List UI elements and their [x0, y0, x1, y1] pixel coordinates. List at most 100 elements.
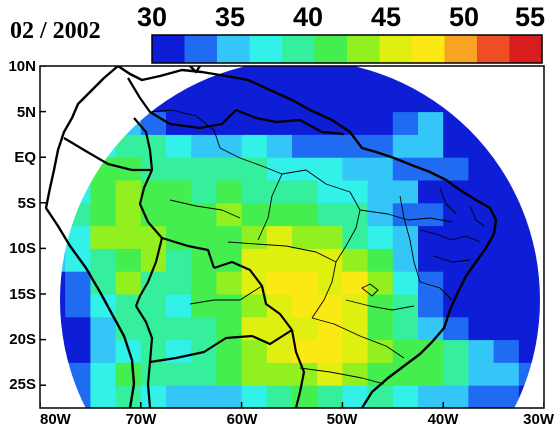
lat-label-10s: 10S	[9, 240, 36, 257]
grid-cell	[191, 88, 217, 113]
grid-cell	[60, 294, 66, 318]
grid-cell	[266, 134, 293, 158]
grid-cell	[115, 134, 142, 158]
grid-cell	[216, 362, 243, 386]
longitude-tick-marks	[40, 402, 544, 408]
grid-cell	[367, 316, 394, 341]
colorbar-swatches	[152, 35, 543, 63]
grid-cell	[292, 157, 318, 181]
border-colombia-venezuela	[127, 77, 237, 130]
grid-cell	[493, 339, 520, 363]
grid-cell	[115, 362, 142, 386]
lon-label-70w: 70W	[126, 411, 158, 428]
grid-cell	[392, 134, 419, 158]
grid-cell	[493, 362, 520, 386]
grid-cell	[418, 271, 444, 295]
grid-cell	[191, 362, 217, 386]
grid-cell	[65, 271, 91, 295]
grid-cell	[468, 225, 495, 249]
grid-cell	[140, 339, 167, 363]
grid-cell	[317, 362, 343, 386]
grid-cell	[367, 157, 394, 181]
grid-cell	[443, 339, 469, 363]
grid-cell	[216, 134, 243, 158]
grid-cell	[367, 362, 394, 386]
colorbar-tick-35: 35	[215, 2, 245, 32]
colorbar-tick-45: 45	[371, 2, 401, 32]
grid-cell	[443, 157, 469, 181]
grid-cell	[493, 316, 520, 341]
lat-label-10n: 10N	[8, 58, 36, 75]
grid-cell	[115, 180, 142, 204]
grid-cell	[115, 294, 142, 318]
grid-cell	[216, 248, 243, 272]
grid-cell	[216, 202, 243, 227]
grid-cell	[468, 157, 495, 181]
grid-cell	[90, 248, 117, 272]
grid-cell	[468, 248, 495, 272]
grid-cell	[518, 271, 540, 295]
grid-cell	[317, 248, 343, 272]
state-borders	[149, 109, 485, 385]
border-bolivia-peru	[134, 237, 164, 307]
grid-cell	[443, 316, 469, 341]
grid-cell	[241, 339, 268, 363]
grid-cell	[342, 248, 369, 272]
grid-cell	[418, 316, 444, 341]
border-paraguay	[290, 329, 306, 408]
grid-cell	[317, 202, 343, 227]
grid-cell	[317, 294, 343, 318]
grid-cell	[216, 88, 243, 113]
grid-cell	[166, 362, 192, 386]
grid-cell	[266, 339, 293, 363]
grid-cell	[518, 248, 540, 272]
grid-cell	[367, 271, 394, 295]
grid-cell	[493, 248, 520, 272]
grid-cell	[216, 294, 243, 318]
grid-cell	[493, 202, 520, 227]
grid-cell	[241, 180, 268, 204]
grid-cell	[468, 385, 495, 408]
coastline	[44, 66, 498, 408]
state-border	[419, 229, 481, 243]
grid-cell	[418, 294, 444, 318]
state-border	[311, 317, 405, 359]
grid-cell	[292, 316, 318, 341]
grid-cell	[140, 180, 167, 204]
grid-cell	[468, 362, 495, 386]
country-borders-major	[63, 77, 345, 408]
grid-cell	[292, 294, 318, 318]
colorbar-swatch	[509, 35, 543, 63]
grid-cell	[166, 202, 192, 227]
grid-cell	[166, 271, 192, 295]
grid-cell	[90, 180, 117, 204]
grid-cell	[241, 66, 268, 90]
colorbar-swatch	[249, 35, 283, 63]
grid-cell	[292, 88, 318, 113]
grid-cell	[317, 316, 343, 341]
colorbar-swatch	[412, 35, 446, 63]
border-bolivia-argentina	[149, 329, 293, 364]
grid-cell	[115, 202, 142, 227]
grid-cell	[468, 294, 495, 318]
colorbar-swatch	[217, 35, 251, 63]
colorbar-tick-40: 40	[293, 2, 323, 32]
state-border	[419, 281, 453, 301]
grid-cell	[191, 157, 217, 181]
grid-cell	[418, 362, 444, 386]
grid-cell	[166, 157, 192, 181]
grid-cell	[266, 385, 293, 408]
coastline-west	[44, 66, 136, 408]
grid-cell	[342, 134, 369, 158]
grid-cell	[241, 111, 268, 135]
grid-cell	[392, 385, 419, 408]
grid-cell	[493, 225, 520, 249]
grid-cell	[392, 248, 419, 272]
grid-cell	[90, 339, 117, 363]
state-border	[169, 199, 241, 219]
grid-cell	[468, 339, 495, 363]
grid-cell	[317, 339, 343, 363]
grid-cell	[468, 202, 495, 227]
grid-cell	[342, 271, 369, 295]
